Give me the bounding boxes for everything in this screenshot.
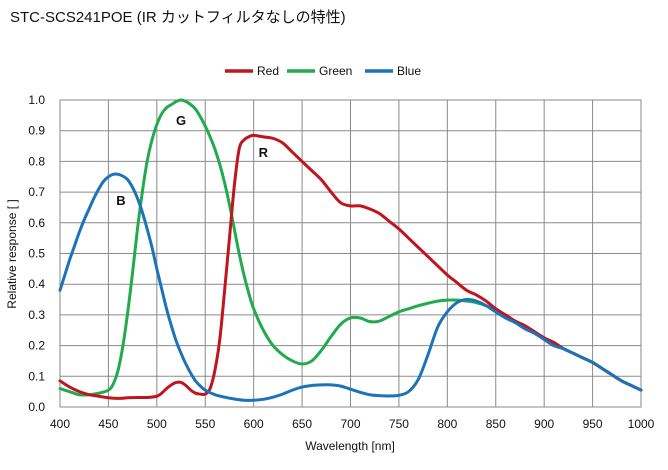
y-tick-label: 0.5	[28, 247, 45, 261]
x-axis-label: Wavelength [nm]	[305, 439, 395, 453]
legend-item-green: Green	[287, 64, 352, 78]
x-tick-label: 700	[340, 417, 360, 431]
x-tick-label: 1000	[628, 417, 655, 431]
y-tick-label: 0.7	[28, 185, 45, 199]
annotation-g: G	[176, 113, 186, 128]
y-tick-label: 0.2	[28, 339, 45, 353]
x-tick-label: 400	[50, 417, 70, 431]
legend-label-blue: Blue	[397, 64, 421, 78]
y-tick-label: 0.6	[28, 216, 45, 230]
x-tick-label: 500	[147, 417, 167, 431]
x-tick-label: 900	[534, 417, 554, 431]
x-tick-label: 850	[486, 417, 506, 431]
annotations: G R B	[116, 113, 268, 208]
legend-label-green: Green	[319, 64, 352, 78]
series-line-blue	[58, 172, 643, 402]
legend: Red Green Blue	[225, 64, 421, 78]
series-line-red	[58, 133, 643, 400]
x-tick-label: 950	[583, 417, 603, 431]
y-tick-label: 0.4	[28, 277, 45, 291]
y-tick-label: 0.9	[28, 124, 45, 138]
y-tick-label: 0.0	[28, 400, 45, 414]
x-tick-label: 450	[98, 417, 118, 431]
legend-item-red: Red	[225, 64, 279, 78]
grid	[59, 99, 642, 408]
series-lines	[58, 98, 643, 402]
y-tick-label: 0.3	[28, 308, 45, 322]
y-axis-label: Relative response [ ]	[5, 199, 19, 308]
tick-labels: 400 450 500 550 600 650 700 750 800 850 900 950 1000…	[28, 93, 654, 431]
annotation-r: R	[259, 145, 269, 160]
legend-item-blue: Blue	[365, 64, 421, 78]
chart-title: STC-SCS241POE (IR カットフィルタなしの特性)	[10, 9, 346, 26]
annotation-b: B	[116, 193, 125, 208]
x-tick-label: 600	[244, 417, 264, 431]
y-tick-label: 0.1	[28, 369, 45, 383]
legend-label-red: Red	[257, 64, 279, 78]
y-tick-label: 0.8	[28, 154, 45, 168]
x-tick-label: 750	[389, 417, 409, 431]
x-tick-label: 650	[292, 417, 312, 431]
x-tick-label: 550	[195, 417, 215, 431]
x-tick-label: 800	[437, 417, 457, 431]
y-tick-label: 1.0	[28, 93, 45, 107]
